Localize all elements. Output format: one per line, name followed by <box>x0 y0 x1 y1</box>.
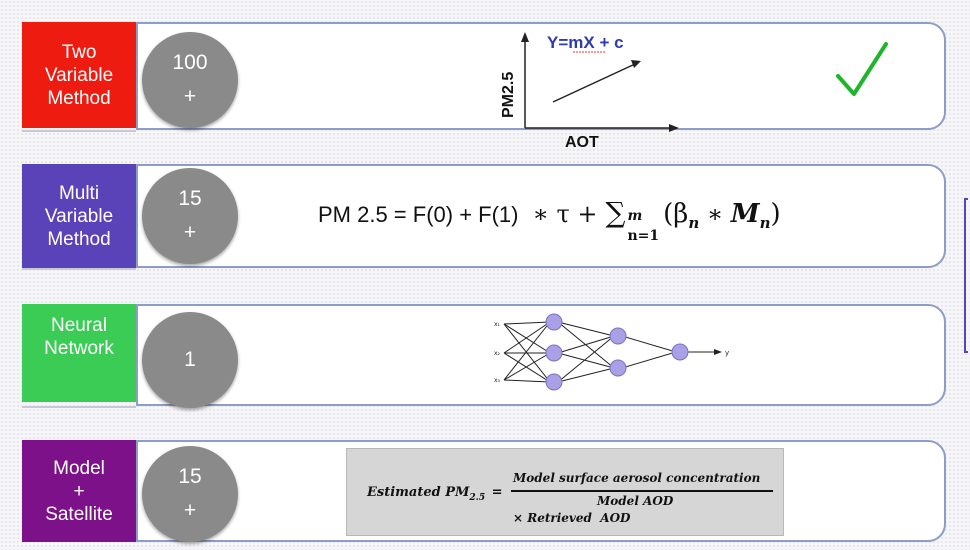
model-satellite-formula-box: Estimated PM2.5 = Model surface aerosol … <box>346 448 784 536</box>
count-plus: + <box>183 499 197 522</box>
count-plus: + <box>183 221 197 244</box>
term-open: (β <box>663 199 689 229</box>
label-line: Method <box>47 228 111 250</box>
input-mark: x₂ <box>494 350 501 357</box>
label-line: Two <box>61 41 97 63</box>
label-line: Satellite <box>45 503 113 525</box>
y-axis-label: PM2.5 <box>500 72 517 118</box>
label-line: Multi <box>58 182 100 204</box>
neural-network-diagram: x₁ x₂ x₃ y <box>494 313 729 391</box>
formula-lhs-text: Estimated PM <box>367 485 470 500</box>
x-axis-label: AOT <box>565 134 599 150</box>
label-multi-variable-method: Multi Variable Method <box>22 164 136 268</box>
term-times: ∗ <box>699 200 731 228</box>
network-node <box>545 313 563 331</box>
label-line: Neural <box>51 315 107 336</box>
count-plus: + <box>183 85 197 108</box>
count-badge-multi-variable: 15 + <box>142 168 238 264</box>
network-node <box>671 343 689 361</box>
count-badge-two-variable: 100 + <box>142 32 238 128</box>
label-line: + <box>73 480 85 502</box>
count-value: 15 <box>178 465 202 488</box>
label-line: Network <box>44 338 114 359</box>
label-model-satellite: Model + Satellite <box>22 440 136 542</box>
term-beta-sub: n <box>688 214 700 232</box>
label-line: Variable <box>44 205 114 227</box>
x-axis-arrow <box>669 124 679 132</box>
count-badge-neural-network: 1 <box>142 312 238 408</box>
formula-lhs-sub: 2.5 <box>469 493 486 503</box>
network-node <box>609 327 627 345</box>
trend-arrow <box>631 60 641 68</box>
sum-lower: n=1 <box>627 228 660 244</box>
trend-line <box>552 63 636 103</box>
formula-lhs: Estimated PM2.5 = <box>367 485 503 503</box>
count-value: 100 <box>172 51 208 74</box>
sum-limits: m n=1 <box>627 208 659 243</box>
formula-denominator: Model AOD <box>597 494 674 508</box>
formula-sum: ∑ <box>605 196 626 229</box>
output-arrow <box>714 349 722 355</box>
regression-equation: Y=mX + c <box>547 33 624 52</box>
side-bracket <box>964 198 968 353</box>
count-value: 15 <box>178 187 202 210</box>
network-node <box>545 344 563 362</box>
term-M-sub: n <box>759 214 771 232</box>
check-icon <box>836 42 888 96</box>
sum-upper: m <box>627 208 643 224</box>
term-close: ) <box>770 199 781 229</box>
formula-times: × Retrieved AOD <box>513 511 631 525</box>
fraction-bar <box>511 490 773 492</box>
network-node <box>545 373 563 391</box>
term-M: M <box>730 199 760 229</box>
linear-regression-plot: PM2.5 Y=mX + c AOT <box>500 32 679 150</box>
card-neural-network <box>136 304 946 406</box>
formula-numerator: Model surface aerosol concentration <box>513 471 761 485</box>
output-mark: y <box>725 349 729 357</box>
count-badge-model-satellite: 15 + <box>142 446 238 542</box>
label-line: Variable <box>44 64 114 86</box>
input-mark: x₃ <box>494 377 501 384</box>
label-line: Method <box>47 87 111 109</box>
input-mark: x₁ <box>494 321 501 328</box>
count-value: 1 <box>184 348 196 371</box>
y-axis-arrow <box>521 32 529 42</box>
label-neural-network: Neural Network <box>22 304 136 402</box>
row-divider <box>22 268 136 270</box>
row-divider <box>22 406 136 408</box>
multi-variable-formula: PM 2.5 = F(0) + F(1) ∗ τ + ∑ m n=1 (β n … <box>318 196 781 243</box>
row-divider <box>22 130 136 132</box>
formula-operator: ∗ τ + <box>532 200 598 228</box>
formula-lhs: PM 2.5 = F(0) + F(1) <box>318 202 519 227</box>
label-line: Model <box>53 457 105 479</box>
card-two-variable <box>136 22 946 130</box>
formula-equals: = <box>491 485 503 500</box>
card-multi-variable <box>136 164 946 268</box>
label-two-variable-method: Two Variable Method <box>22 22 136 128</box>
network-node <box>609 359 627 377</box>
